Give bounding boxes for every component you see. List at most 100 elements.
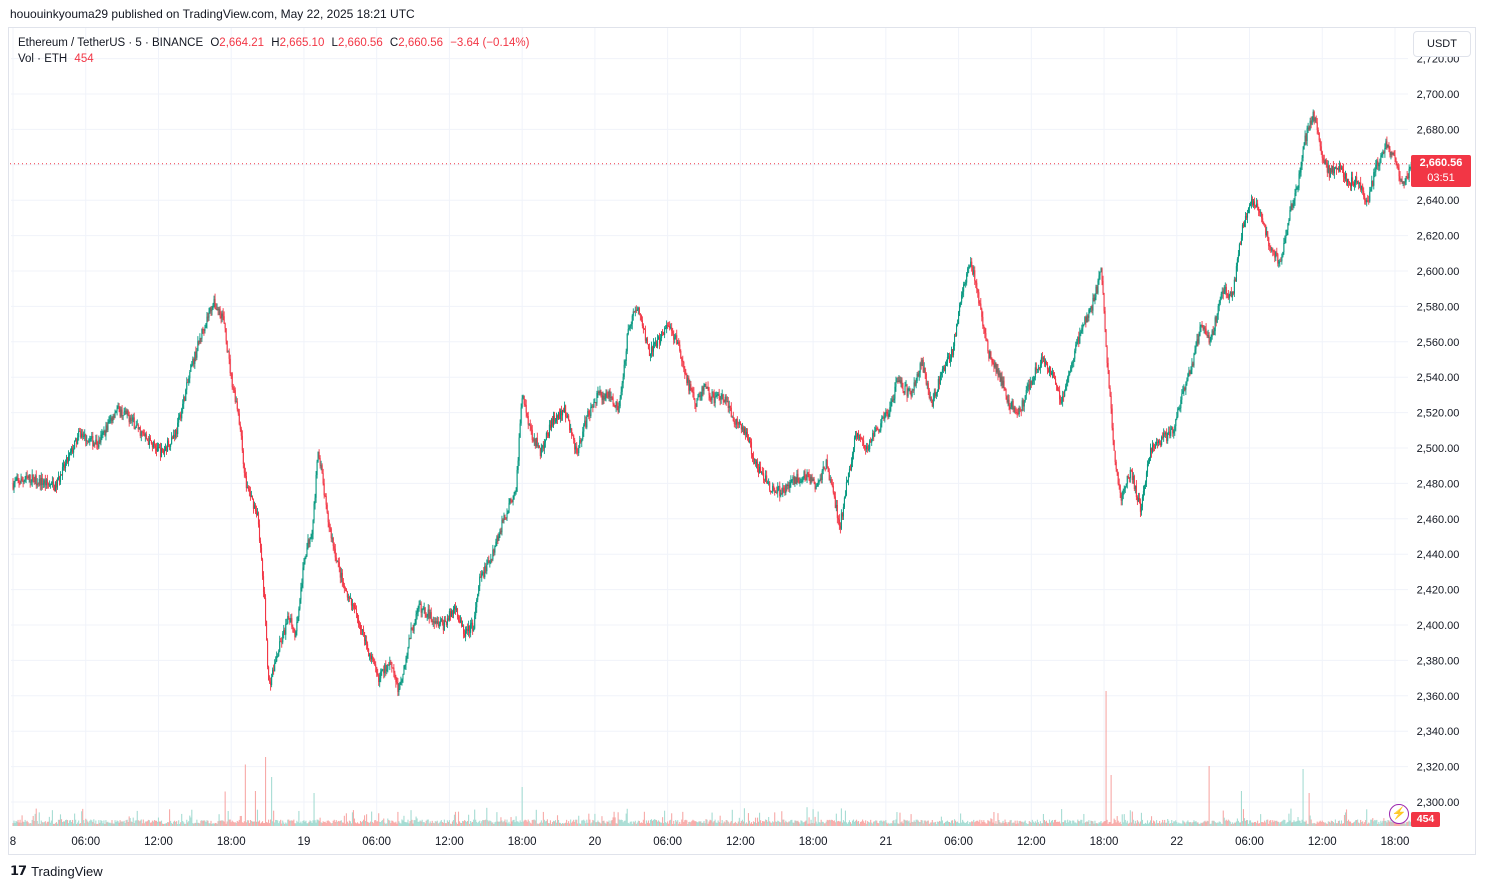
volume-bar: [947, 821, 950, 826]
volume-bar: [1364, 822, 1366, 826]
candle-body: [983, 325, 985, 329]
candle-body: [1259, 210, 1261, 213]
volume-bar: [514, 822, 516, 826]
volume-bar: [1380, 820, 1382, 826]
candle-body: [468, 625, 470, 631]
volume-bar: [1085, 821, 1087, 826]
volume-bar: [655, 820, 658, 826]
candle-body: [1346, 179, 1349, 182]
lightning-icon[interactable]: ⚡: [1389, 804, 1409, 824]
volume-bar: [735, 822, 737, 826]
y-tick-label: 2,540.00: [1417, 372, 1460, 384]
x-tick-label: 8: [10, 836, 16, 848]
candle-body: [784, 490, 786, 494]
volume-bar: [1018, 821, 1020, 826]
volume-bar: [811, 822, 813, 826]
volume-bar: [750, 822, 753, 826]
volume-bar: [146, 821, 148, 826]
volume-bar: [841, 822, 843, 826]
candle-body: [746, 431, 748, 439]
chart-frame[interactable]: [8, 27, 1476, 855]
candle-body: [131, 419, 133, 421]
volume-bar: [497, 821, 499, 826]
volume-bar: [1089, 823, 1091, 826]
candle-body: [454, 606, 457, 610]
volume-bar: [1050, 820, 1053, 826]
candle-body: [917, 373, 919, 377]
candle-body: [99, 439, 101, 443]
volume-bar: [1346, 821, 1349, 826]
candle-body: [446, 618, 448, 625]
time-axis: 8 06:00 12:00 18:00 19 06:00 12:00 18:00 20 06:00…: [10, 836, 1410, 848]
volume-bar: [35, 808, 37, 826]
candle-body: [649, 353, 652, 356]
candle-body: [641, 320, 643, 326]
volume-bar: [1263, 822, 1265, 826]
volume-bar: [956, 822, 958, 826]
candle-body: [1115, 461, 1117, 469]
candle-body: [465, 630, 467, 637]
candle-body: [1089, 308, 1091, 310]
candle-body: [263, 591, 266, 599]
candle-body: [756, 461, 759, 470]
volume-bar: [403, 815, 405, 826]
volume-bar: [368, 822, 370, 826]
candle-body: [1398, 167, 1400, 177]
volume-bar: [186, 819, 188, 826]
candle-body: [467, 629, 469, 631]
volume-bar: [680, 823, 682, 826]
candle-body: [1004, 388, 1006, 390]
candle-body: [205, 323, 207, 328]
footer-brand[interactable]: 𝟭𝟳 TradingView: [10, 863, 103, 879]
volume-label[interactable]: Vol · ETH: [18, 53, 68, 65]
candle-body: [47, 483, 49, 485]
volume-bar: [614, 817, 616, 826]
volume-bar: [818, 822, 820, 826]
volume-bar: [606, 821, 608, 826]
volume-bar: [1072, 820, 1074, 826]
volume-bar: [49, 822, 51, 826]
volume-bar: [105, 820, 107, 826]
volume-bar: [691, 820, 693, 826]
volume-bar: [28, 823, 30, 826]
candle-body: [65, 457, 68, 464]
symbol-label[interactable]: Ethereum / TetherUS · 5 · BINANCE: [18, 37, 204, 49]
volume-bar: [84, 823, 86, 826]
candle-body: [425, 614, 427, 617]
currency-unit-button[interactable]: USDT: [1413, 31, 1471, 57]
candle-body: [1328, 165, 1330, 178]
volume-bar: [1202, 822, 1204, 826]
candle-body: [365, 640, 367, 642]
volume-bar: [379, 821, 381, 826]
volume-bar: [543, 819, 545, 826]
candle-body: [220, 316, 222, 319]
volume-bar: [1328, 821, 1330, 826]
volume-bar: [746, 823, 748, 826]
candle-body: [1354, 182, 1356, 186]
candle-body: [986, 338, 988, 342]
volume-bar: [1374, 819, 1376, 826]
candle-body: [475, 607, 477, 616]
volume-bar: [738, 817, 740, 826]
candle-body: [1090, 306, 1092, 309]
volume-bar: [1073, 820, 1075, 826]
volume-bar: [941, 820, 943, 826]
candle-body: [993, 364, 995, 368]
candle-body: [245, 475, 247, 489]
volume-bar: [1142, 823, 1145, 826]
volume-bar: [753, 822, 756, 826]
candle-body: [795, 477, 797, 484]
volume-bar: [489, 820, 491, 826]
candle-body: [1111, 408, 1113, 428]
volume-bar: [148, 820, 150, 826]
volume-bar: [1358, 822, 1360, 826]
candle-body: [576, 446, 578, 453]
volume-bar: [1135, 823, 1137, 826]
low-value: 2,660.56: [337, 37, 383, 49]
candle-body: [1298, 173, 1300, 188]
volume-bar: [381, 820, 383, 826]
candle-body: [505, 517, 507, 519]
candle-body: [1262, 218, 1264, 223]
volume-bar: [640, 822, 642, 826]
